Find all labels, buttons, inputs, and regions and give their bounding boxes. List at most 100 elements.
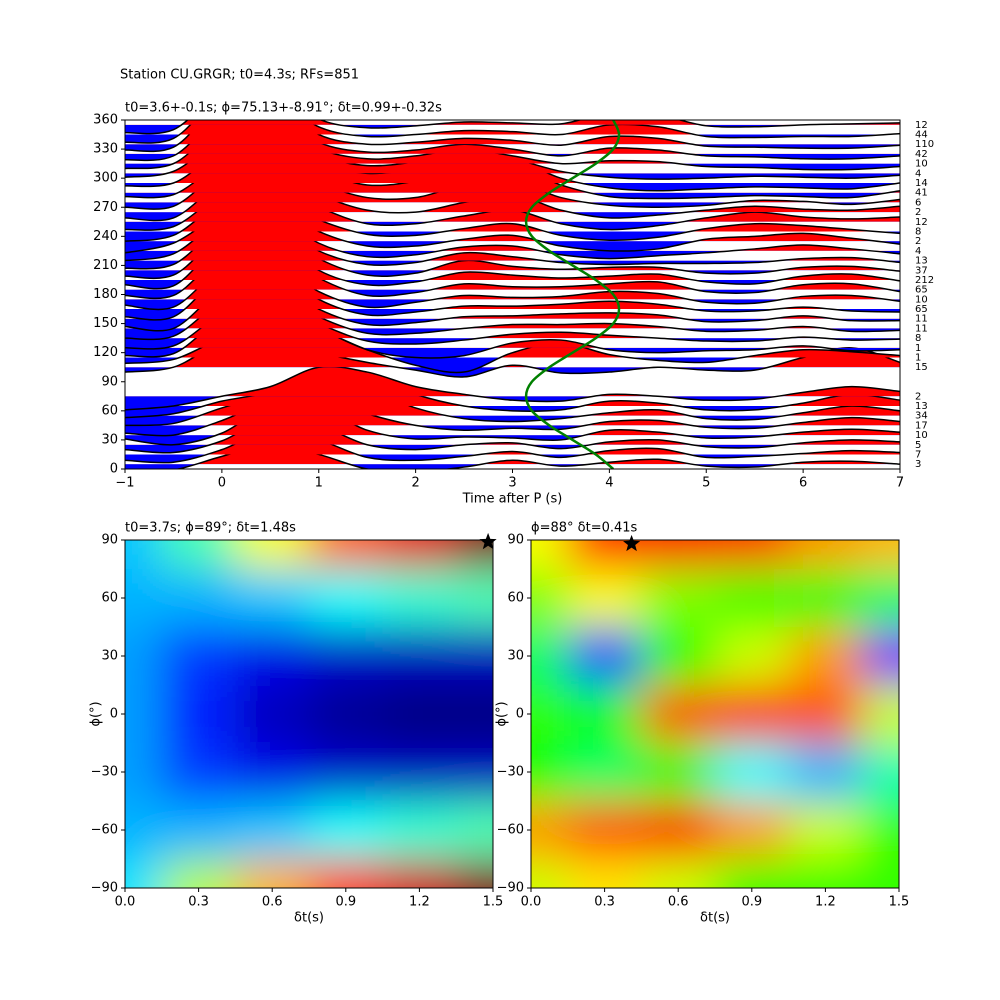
heatmap-cell bbox=[788, 801, 863, 860]
x-tick-label: 2 bbox=[411, 476, 419, 491]
y-tick-label: −60 bbox=[497, 823, 524, 838]
negative-fill bbox=[125, 454, 789, 463]
negative-fill bbox=[125, 202, 900, 210]
heatmap-cell bbox=[567, 743, 642, 802]
heatmap-cell bbox=[531, 540, 569, 570]
heatmap-cell bbox=[862, 569, 899, 628]
negative-fill bbox=[125, 163, 900, 170]
x-tick-label: 0.3 bbox=[594, 895, 615, 910]
y-tick-label: 60 bbox=[101, 591, 118, 606]
heatmap-cell bbox=[715, 801, 790, 860]
heatmap-cell bbox=[456, 569, 493, 628]
trace-count: 3 bbox=[915, 459, 921, 470]
trace-count: 41 bbox=[915, 188, 928, 199]
trace-count: 44 bbox=[915, 130, 928, 141]
y-tick-label: −90 bbox=[91, 881, 118, 896]
best-fit-star bbox=[479, 532, 497, 550]
heatmap-cell bbox=[862, 859, 899, 888]
heatmap-cell bbox=[788, 743, 863, 802]
positive-fill bbox=[125, 120, 900, 145]
trace-count: 13 bbox=[915, 256, 928, 267]
heatmap-cell bbox=[382, 801, 457, 860]
y-tick-label: 60 bbox=[507, 591, 524, 606]
heatmap-cell bbox=[382, 627, 457, 686]
trace-count: 34 bbox=[915, 411, 928, 422]
trace-count: 13 bbox=[915, 401, 928, 412]
heatmap-cell bbox=[161, 627, 236, 686]
heatmap-cell bbox=[161, 685, 236, 744]
heatmap-cell bbox=[862, 685, 899, 744]
heatmap-cell bbox=[125, 540, 163, 570]
heatmap-cell bbox=[161, 801, 236, 860]
heatmap-cell bbox=[382, 859, 457, 888]
trace-count: 10 bbox=[915, 294, 928, 305]
heatmap-cell bbox=[567, 859, 642, 888]
trace-count: 2 bbox=[915, 236, 921, 247]
x-tick-label: 0.3 bbox=[188, 895, 209, 910]
heatmap-cell bbox=[382, 685, 457, 744]
y-tick-label: 270 bbox=[93, 200, 118, 215]
trace-count: 15 bbox=[915, 362, 928, 373]
heatmap-cell bbox=[309, 569, 384, 628]
heatmap-cell bbox=[641, 685, 716, 744]
y-tick-label: −30 bbox=[497, 765, 524, 780]
positive-fill bbox=[176, 120, 689, 154]
trace-count: 11 bbox=[915, 323, 928, 334]
heatmap-cell bbox=[531, 859, 569, 888]
heatmap bbox=[531, 540, 899, 888]
heatmap-cell bbox=[456, 627, 493, 686]
heatmap-cell bbox=[382, 743, 457, 802]
heatmap-cell bbox=[641, 859, 716, 888]
x-tick-label: 5 bbox=[702, 476, 710, 491]
y-tick-label: 330 bbox=[93, 142, 118, 157]
trace-count: 14 bbox=[915, 178, 928, 189]
trace-count: 2 bbox=[915, 391, 921, 402]
trace-count: 10 bbox=[915, 159, 928, 170]
negative-fill bbox=[125, 425, 900, 436]
x-tick-label: 0.0 bbox=[115, 895, 136, 910]
heatmap-cell bbox=[862, 627, 899, 686]
heatmap-cell bbox=[309, 540, 384, 570]
heatmap-cell bbox=[382, 540, 457, 570]
trace-count: 12 bbox=[915, 217, 928, 228]
trace-line bbox=[125, 365, 900, 411]
trace-count: 65 bbox=[915, 285, 928, 296]
heatmap-cell bbox=[715, 685, 790, 744]
trace-count: 5 bbox=[915, 440, 921, 451]
heatmap-cell bbox=[125, 627, 163, 686]
trace-line bbox=[125, 120, 900, 162]
trace-line bbox=[125, 120, 900, 144]
positive-fill bbox=[199, 381, 900, 416]
positive-fill bbox=[125, 339, 900, 368]
x-axis-label: δt(s) bbox=[700, 911, 730, 926]
y-tick-label: 120 bbox=[93, 345, 118, 360]
trace-count: 37 bbox=[915, 265, 928, 276]
heatmap-cell bbox=[161, 859, 236, 888]
negative-fill bbox=[125, 444, 900, 453]
heatmap-cell bbox=[788, 540, 863, 570]
heatmap-cell bbox=[715, 627, 790, 686]
heatmap-clip bbox=[531, 540, 899, 888]
x-tick-label: −1 bbox=[115, 476, 134, 491]
y-tick-label: 0 bbox=[110, 707, 118, 722]
heatmap-cell bbox=[309, 859, 384, 888]
heatmap-cell bbox=[715, 540, 790, 570]
y-tick-label: 210 bbox=[93, 258, 118, 273]
heatmap-cell bbox=[235, 801, 310, 860]
heatmap-cell bbox=[531, 743, 569, 802]
heatmap-cell bbox=[235, 743, 310, 802]
heatmap-cell bbox=[456, 801, 493, 860]
axes-title: ϕ=88° δt=0.41s bbox=[531, 521, 638, 536]
heatmap-cell bbox=[456, 743, 493, 802]
y-tick-label: 30 bbox=[507, 649, 524, 664]
trace-line bbox=[125, 120, 900, 135]
heatmap-cell bbox=[531, 569, 569, 628]
x-tick-label: 6 bbox=[799, 476, 807, 491]
heatmap-cell bbox=[788, 569, 863, 628]
x-tick-label: 1.5 bbox=[889, 895, 910, 910]
x-tick-label: 0.0 bbox=[521, 895, 542, 910]
x-tick-label: 1.2 bbox=[815, 895, 836, 910]
heatmap-cell bbox=[235, 540, 310, 570]
negative-fill bbox=[125, 124, 804, 134]
